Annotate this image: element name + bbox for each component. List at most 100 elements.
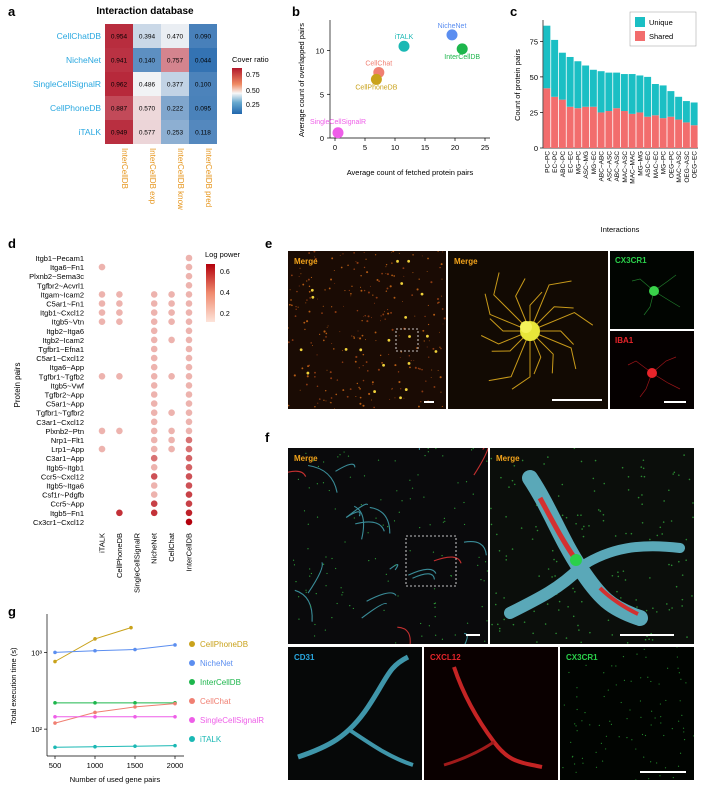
texture-speck (656, 534, 659, 537)
texture-speck (382, 524, 384, 526)
legend-swatch-unique (635, 17, 645, 27)
texture-speck (325, 332, 328, 335)
linechart-legend-label: InterCellDB (200, 678, 241, 687)
panel-label-b: b (292, 4, 300, 19)
linechart-panel: 500 1000 1500 2000 10³ 10² CellPhoneDB NicheNe… (9, 614, 264, 784)
dotplot-dot (185, 282, 193, 289)
texture-speck (472, 493, 474, 495)
texture-speck (478, 556, 480, 558)
texture-speck (427, 257, 429, 260)
texture-speck (435, 448, 437, 450)
texture-speck (314, 256, 316, 258)
linechart-point (133, 701, 137, 705)
texture-speck (536, 641, 538, 643)
texture-speck (366, 271, 369, 274)
texture-speck (427, 304, 429, 307)
texture-speck (427, 448, 429, 449)
stacked-category-label: ABC~ASC (614, 151, 621, 182)
texture-speck (334, 283, 336, 284)
texture-speck (340, 266, 343, 269)
texture-speck (400, 351, 402, 353)
texture-speck (450, 575, 453, 577)
dotplot-dot (185, 427, 193, 435)
texture-speck (385, 573, 387, 575)
merge-label: Merge (496, 454, 520, 463)
dotplot-dot (168, 436, 175, 444)
texture-speck (531, 538, 534, 540)
stacked-category-label: MG~PC (661, 151, 668, 175)
bar-unique (582, 65, 590, 107)
texture-speck (297, 478, 300, 480)
dotplot-legend-tick: 0.6 (220, 269, 230, 276)
texture-speck (659, 526, 662, 529)
linechart-x-tick-label: 1000 (87, 761, 104, 770)
linechart-legend-label: NicheNet (200, 659, 234, 668)
dotplot-row-label: Plxnb2~Ptn (45, 427, 84, 436)
texture-speck (640, 716, 642, 718)
texture-speck (595, 766, 598, 768)
texture-speck (372, 383, 374, 385)
texture-speck (626, 736, 628, 739)
linechart-point (53, 650, 57, 655)
scatter-x-tick-label: 20 (451, 143, 459, 152)
scalebar (640, 771, 686, 773)
texture-speck (331, 617, 333, 619)
texture-speck (398, 335, 400, 337)
texture-speck (640, 677, 642, 679)
texture-speck (576, 730, 578, 732)
dotplot-row-label: Tgfbr2~Acvrl1 (37, 281, 84, 290)
texture-speck (636, 653, 638, 655)
texture-speck (644, 638, 647, 641)
bar-unique (551, 39, 559, 97)
texture-speck (681, 598, 684, 601)
linechart-legend-label: CellChat (200, 697, 231, 706)
dotplot-dot (150, 473, 158, 480)
texture-speck (436, 302, 439, 304)
texture-speck (603, 672, 605, 674)
dotplot-dot (185, 363, 193, 371)
dotplot-row-label: Itgb5~Itgb1 (46, 463, 84, 472)
heatmap-cell-value: 0.090 (195, 34, 212, 41)
dotplot-dot (168, 291, 175, 298)
dotplot-dot (185, 500, 193, 508)
texture-speck (399, 357, 401, 358)
micrograph-f-zoom: Merge (490, 448, 694, 644)
texture-speck (357, 330, 359, 332)
dotplot-dot (185, 354, 193, 362)
texture-speck (412, 254, 414, 256)
texture-speck (678, 474, 680, 476)
texture-speck (297, 306, 299, 308)
texture-speck (626, 718, 628, 720)
texture-speck (642, 459, 645, 462)
texture-speck (367, 291, 370, 294)
texture-speck (395, 642, 397, 644)
texture-speck (648, 638, 650, 640)
heatmap-row-label: CellChatDB (57, 31, 102, 41)
heatmap-cell (189, 24, 217, 48)
texture-speck (290, 274, 293, 277)
texture-speck (367, 315, 370, 318)
heatmap-cell-value: 0.377 (167, 82, 184, 89)
texture-speck (602, 519, 605, 522)
microglia-soma (420, 292, 424, 296)
texture-speck (300, 273, 302, 275)
stacked-category-label: OEG~PC (668, 151, 675, 179)
texture-speck (305, 302, 307, 304)
scatter-point-label: SingleCellSignalR (310, 119, 366, 126)
texture-speck (505, 515, 507, 518)
scatter-x-tick-label: 0 (333, 143, 337, 152)
vessel-segment (412, 573, 435, 580)
texture-speck (635, 748, 637, 750)
scatter-xlabel: Average count of fetched protein pairs (347, 168, 474, 177)
texture-speck (580, 641, 582, 644)
micrograph-f-cd31: CD31 (288, 647, 422, 780)
texture-speck (335, 567, 337, 570)
texture-speck (578, 629, 580, 631)
dotplot-dot (150, 500, 158, 508)
texture-speck (313, 460, 315, 462)
vessel-segment (361, 602, 388, 619)
texture-speck (427, 451, 429, 453)
texture-speck (350, 295, 352, 297)
heatmap-cell-value: 0.570 (139, 106, 156, 113)
texture-speck (679, 752, 682, 754)
